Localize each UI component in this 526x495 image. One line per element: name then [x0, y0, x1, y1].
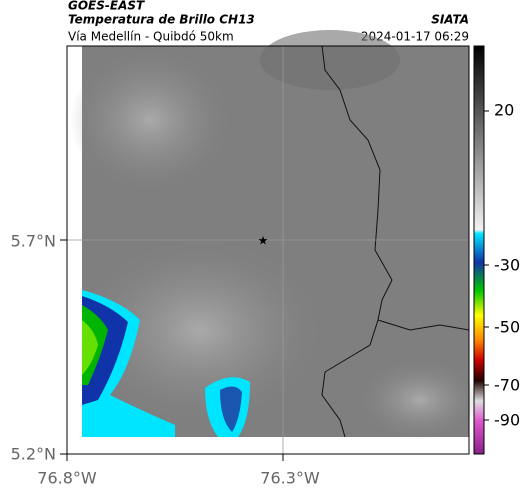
map-image: ★: [60, 30, 480, 461]
svg-text:★: ★: [258, 234, 269, 248]
colorbar-tick-label: -90: [494, 411, 520, 430]
source: GOES-EAST: [68, 0, 145, 13]
subtitle: Vía Medellín - Quibdó 50km: [68, 30, 234, 44]
colorbar-tick-label: -30: [494, 256, 520, 275]
lon-label: 76.8°W: [37, 469, 97, 488]
title: Temperatura de Brillo CH13: [68, 13, 255, 27]
colorbar-tick-label: -50: [494, 318, 520, 337]
lat-label: 5.2°N: [11, 445, 56, 464]
lat-label: 5.7°N: [11, 232, 56, 251]
timestamp: 2024-01-17 06:29: [361, 30, 469, 44]
colorbar: [473, 45, 489, 455]
colorbar-tick-label: -70: [494, 376, 520, 395]
colorbar-tick-label: 20: [494, 101, 514, 120]
lon-label: 76.3°W: [260, 469, 320, 488]
brand: SIATA: [431, 13, 469, 27]
